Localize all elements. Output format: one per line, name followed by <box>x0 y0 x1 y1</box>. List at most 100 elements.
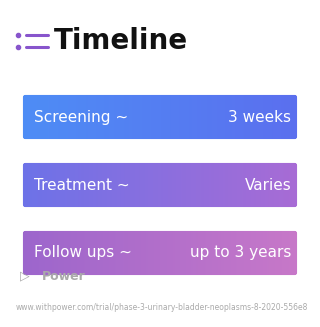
FancyBboxPatch shape <box>273 224 275 282</box>
FancyBboxPatch shape <box>91 88 92 146</box>
FancyBboxPatch shape <box>107 156 108 214</box>
FancyBboxPatch shape <box>235 88 236 146</box>
FancyBboxPatch shape <box>124 88 126 146</box>
FancyBboxPatch shape <box>268 224 269 282</box>
FancyBboxPatch shape <box>268 88 270 146</box>
FancyBboxPatch shape <box>27 88 28 146</box>
FancyBboxPatch shape <box>134 156 135 214</box>
FancyBboxPatch shape <box>287 156 288 214</box>
FancyBboxPatch shape <box>127 88 129 146</box>
Text: Screening ~: Screening ~ <box>34 110 128 125</box>
FancyBboxPatch shape <box>301 156 302 214</box>
FancyBboxPatch shape <box>179 88 180 146</box>
FancyBboxPatch shape <box>232 156 233 214</box>
FancyBboxPatch shape <box>41 156 42 214</box>
FancyBboxPatch shape <box>132 88 133 146</box>
FancyBboxPatch shape <box>199 156 201 214</box>
FancyBboxPatch shape <box>254 224 255 282</box>
FancyBboxPatch shape <box>27 156 28 214</box>
FancyBboxPatch shape <box>290 88 291 146</box>
FancyBboxPatch shape <box>32 156 34 214</box>
FancyBboxPatch shape <box>268 156 270 214</box>
FancyBboxPatch shape <box>121 88 122 146</box>
FancyBboxPatch shape <box>26 88 27 146</box>
FancyBboxPatch shape <box>49 224 50 282</box>
FancyBboxPatch shape <box>51 224 52 282</box>
FancyBboxPatch shape <box>130 156 132 214</box>
FancyBboxPatch shape <box>247 88 249 146</box>
FancyBboxPatch shape <box>53 156 55 214</box>
FancyBboxPatch shape <box>56 88 58 146</box>
FancyBboxPatch shape <box>51 156 52 214</box>
FancyBboxPatch shape <box>65 156 66 214</box>
FancyBboxPatch shape <box>161 224 162 282</box>
FancyBboxPatch shape <box>249 88 251 146</box>
FancyBboxPatch shape <box>208 156 209 214</box>
FancyBboxPatch shape <box>156 88 157 146</box>
FancyBboxPatch shape <box>90 156 91 214</box>
FancyBboxPatch shape <box>22 156 23 214</box>
FancyBboxPatch shape <box>199 224 201 282</box>
FancyBboxPatch shape <box>132 224 133 282</box>
FancyBboxPatch shape <box>298 88 300 146</box>
FancyBboxPatch shape <box>246 156 248 214</box>
FancyBboxPatch shape <box>187 156 188 214</box>
FancyBboxPatch shape <box>148 156 150 214</box>
FancyBboxPatch shape <box>101 224 103 282</box>
FancyBboxPatch shape <box>72 224 73 282</box>
FancyBboxPatch shape <box>221 88 223 146</box>
FancyBboxPatch shape <box>104 88 106 146</box>
FancyBboxPatch shape <box>22 88 23 146</box>
FancyBboxPatch shape <box>160 224 161 282</box>
FancyBboxPatch shape <box>79 88 81 146</box>
FancyBboxPatch shape <box>148 88 149 146</box>
FancyBboxPatch shape <box>292 156 293 214</box>
FancyBboxPatch shape <box>85 88 86 146</box>
FancyBboxPatch shape <box>172 156 173 214</box>
FancyBboxPatch shape <box>194 156 195 214</box>
FancyBboxPatch shape <box>122 156 123 214</box>
FancyBboxPatch shape <box>164 88 165 146</box>
FancyBboxPatch shape <box>89 156 90 214</box>
FancyBboxPatch shape <box>101 156 103 214</box>
FancyBboxPatch shape <box>270 224 272 282</box>
FancyBboxPatch shape <box>294 156 296 214</box>
FancyBboxPatch shape <box>57 88 59 146</box>
FancyBboxPatch shape <box>267 88 268 146</box>
FancyBboxPatch shape <box>62 88 63 146</box>
FancyBboxPatch shape <box>282 224 283 282</box>
FancyBboxPatch shape <box>105 224 107 282</box>
FancyBboxPatch shape <box>45 156 46 214</box>
FancyBboxPatch shape <box>155 156 156 214</box>
FancyBboxPatch shape <box>179 156 180 214</box>
FancyBboxPatch shape <box>181 88 182 146</box>
FancyBboxPatch shape <box>81 224 83 282</box>
FancyBboxPatch shape <box>175 224 177 282</box>
FancyBboxPatch shape <box>144 88 145 146</box>
FancyBboxPatch shape <box>197 88 199 146</box>
FancyBboxPatch shape <box>172 224 174 282</box>
FancyBboxPatch shape <box>237 88 238 146</box>
FancyBboxPatch shape <box>70 224 71 282</box>
FancyBboxPatch shape <box>131 156 132 214</box>
FancyBboxPatch shape <box>76 156 77 214</box>
FancyBboxPatch shape <box>224 88 226 146</box>
FancyBboxPatch shape <box>117 156 118 214</box>
FancyBboxPatch shape <box>43 224 44 282</box>
FancyBboxPatch shape <box>273 88 275 146</box>
FancyBboxPatch shape <box>207 88 208 146</box>
FancyBboxPatch shape <box>151 224 153 282</box>
FancyBboxPatch shape <box>164 156 165 214</box>
FancyBboxPatch shape <box>231 156 232 214</box>
FancyBboxPatch shape <box>267 224 268 282</box>
FancyBboxPatch shape <box>46 88 47 146</box>
FancyBboxPatch shape <box>225 156 227 214</box>
FancyBboxPatch shape <box>38 88 39 146</box>
FancyBboxPatch shape <box>76 88 78 146</box>
FancyBboxPatch shape <box>144 156 145 214</box>
FancyBboxPatch shape <box>299 156 300 214</box>
FancyBboxPatch shape <box>65 224 66 282</box>
FancyBboxPatch shape <box>81 156 83 214</box>
FancyBboxPatch shape <box>210 88 211 146</box>
FancyBboxPatch shape <box>28 88 30 146</box>
